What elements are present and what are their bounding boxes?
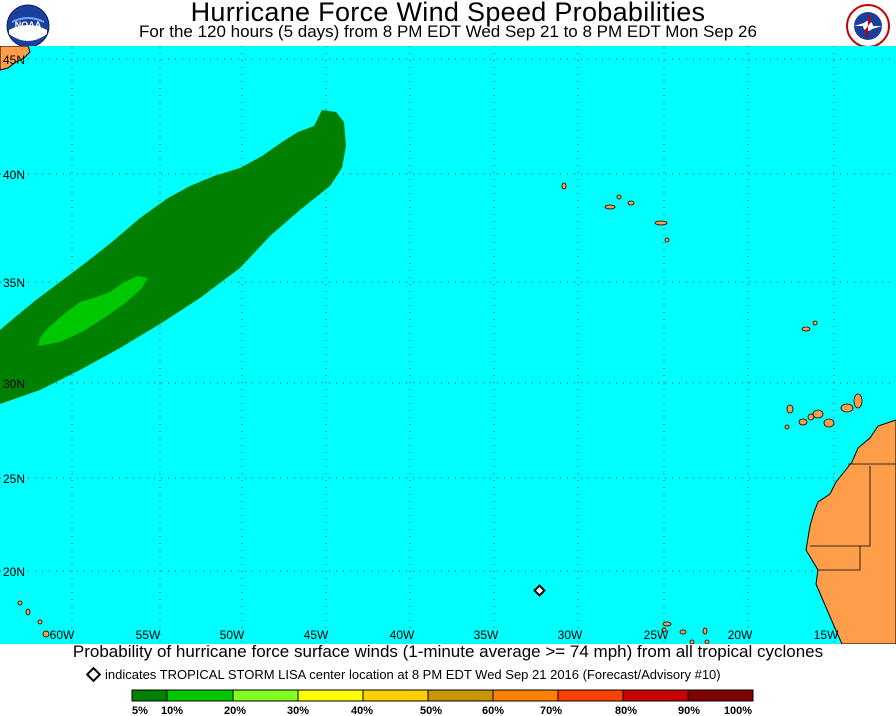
scale-swatch-5 xyxy=(427,689,494,702)
lat-label-30n: 30N xyxy=(3,377,25,391)
scale-label-3: 30% xyxy=(287,705,309,716)
islands-cape-verde xyxy=(661,621,710,644)
islands-antilles xyxy=(17,600,50,638)
scale-label-0: 5% xyxy=(132,705,148,716)
lon-label-30w: 30W xyxy=(558,628,583,642)
probability-area-10-20 xyxy=(38,276,148,346)
lon-label-20w: 20W xyxy=(728,628,753,642)
lat-label-25n: 25N xyxy=(3,472,25,486)
scale-swatch-1 xyxy=(166,689,234,702)
storm-marker-legend: indicates TROPICAL STORM LISA center loc… xyxy=(85,666,721,683)
lon-label-35w: 35W xyxy=(474,628,499,642)
probability-color-scale: 5% 10% 20% 30% 40% 50% 60% 70% 80% 90% 100% xyxy=(131,689,754,716)
scale-label-9: 90% xyxy=(678,705,700,716)
islands-azores xyxy=(561,182,670,243)
scale-label-6: 60% xyxy=(482,705,504,716)
diamond-icon xyxy=(85,666,102,683)
nws-logo xyxy=(846,4,890,48)
scale-label-2: 20% xyxy=(224,705,246,716)
lon-label-60w: 60W xyxy=(50,628,75,642)
scale-label-10: 100% xyxy=(724,705,752,716)
scale-swatch-8 xyxy=(622,689,689,702)
scale-label-5: 50% xyxy=(420,705,442,716)
islands-madeira xyxy=(801,320,818,332)
noaa-logo: NOAA xyxy=(6,4,50,48)
ocean-area xyxy=(0,46,896,644)
land-newfoundland xyxy=(0,46,31,71)
lon-label-50w: 50W xyxy=(220,628,245,642)
page-subtitle: For the 120 hours (5 days) from 8 PM EDT… xyxy=(139,22,757,41)
scale-label-8: 80% xyxy=(615,705,637,716)
lon-label-55w: 55W xyxy=(136,628,161,642)
scale-swatches xyxy=(131,689,754,702)
storm-marker-legend-text: indicates TROPICAL STORM LISA center loc… xyxy=(105,667,721,682)
scale-labels: 5% 10% 20% 30% 40% 50% 60% 70% 80% 90% 100% xyxy=(132,705,752,716)
lat-label-45n: 45N xyxy=(3,53,25,67)
scale-swatch-3 xyxy=(297,689,364,702)
gridlines xyxy=(0,46,896,644)
page-title: Hurricane Force Wind Speed Probabilities xyxy=(190,0,706,27)
probability-map: 45N 40N 35N 30N 25N 20N 60W 55W 50W 45W … xyxy=(0,46,896,644)
noaa-logo-text: NOAA xyxy=(15,20,42,30)
storm-center-marker xyxy=(533,584,546,597)
lat-label-20n: 20N xyxy=(3,565,25,579)
lon-label-15w: 15W xyxy=(814,628,839,642)
border-line xyxy=(810,463,896,571)
scale-label-1: 10% xyxy=(161,705,183,716)
islands-canaries xyxy=(784,393,863,430)
lat-label-35n: 35N xyxy=(3,276,25,290)
scale-swatch-4 xyxy=(362,689,429,702)
scale-swatch-0 xyxy=(131,689,168,702)
scale-swatch-9 xyxy=(687,689,754,702)
scale-swatch-7 xyxy=(557,689,624,702)
scale-swatch-6 xyxy=(492,689,559,702)
probability-area-5-10 xyxy=(0,110,346,404)
lon-label-45w: 45W xyxy=(304,628,329,642)
lon-label-40w: 40W xyxy=(390,628,415,642)
scale-swatch-2 xyxy=(232,689,299,702)
scale-label-4: 40% xyxy=(351,705,373,716)
map-caption: Probability of hurricane force surface w… xyxy=(72,642,824,661)
lat-label-40n: 40N xyxy=(3,168,25,182)
lon-label-25w: 25W xyxy=(644,628,669,642)
land-africa xyxy=(805,419,896,644)
scale-label-7: 70% xyxy=(540,705,562,716)
